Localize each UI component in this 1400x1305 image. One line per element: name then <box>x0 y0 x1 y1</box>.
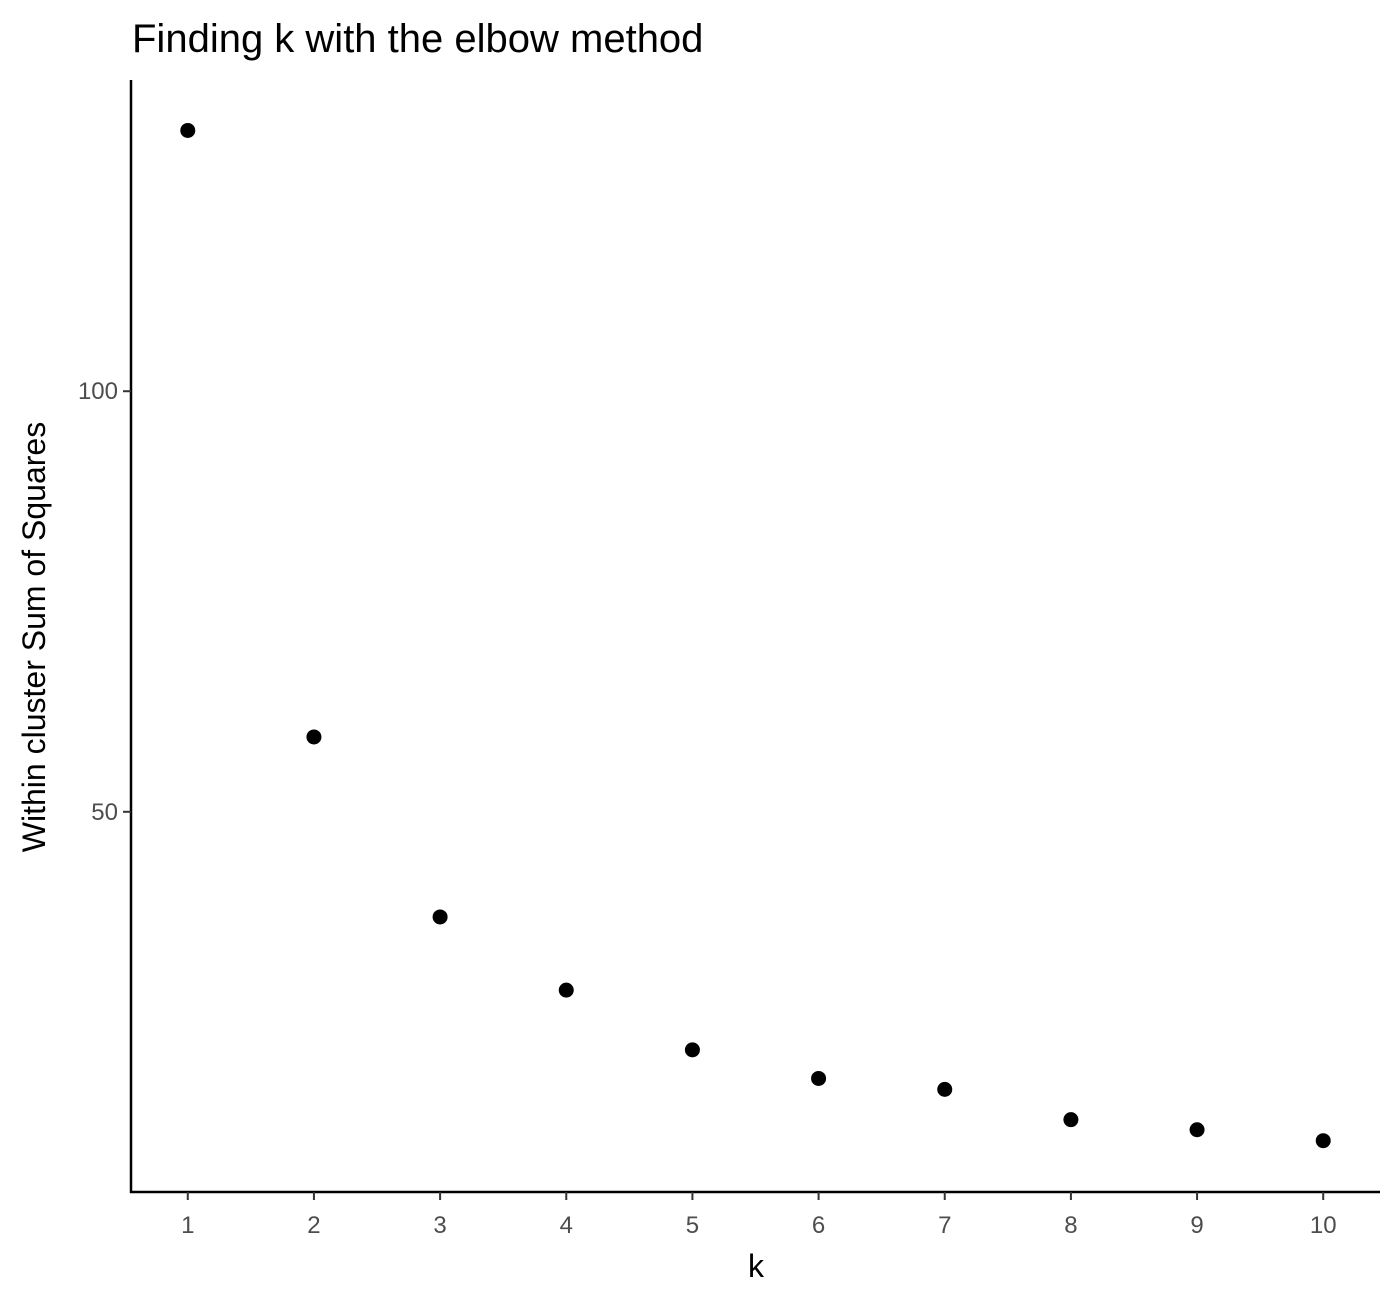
data-point <box>1063 1112 1078 1127</box>
x-tick-label: 1 <box>181 1212 194 1239</box>
data-point <box>1190 1122 1205 1137</box>
x-tick-label: 7 <box>938 1212 951 1239</box>
data-point <box>306 729 321 744</box>
data-point <box>559 983 574 998</box>
x-tick-label: 6 <box>812 1212 825 1239</box>
x-tick-label: 9 <box>1190 1212 1203 1239</box>
y-tick-label: 50 <box>91 799 118 826</box>
plot-area: 50 100 1 2 3 4 5 6 7 8 9 10 <box>78 80 1380 1239</box>
data-point <box>811 1071 826 1086</box>
x-tick-label: 8 <box>1064 1212 1077 1239</box>
x-tick-label: 2 <box>307 1212 320 1239</box>
x-axis-title: k <box>748 1248 765 1284</box>
x-tick-label: 5 <box>686 1212 699 1239</box>
x-tick-label: 10 <box>1310 1212 1337 1239</box>
y-tick-label: 100 <box>78 378 118 405</box>
data-point <box>1316 1133 1331 1148</box>
data-point <box>937 1082 952 1097</box>
data-point <box>180 123 195 138</box>
data-point <box>433 909 448 924</box>
data-point <box>685 1042 700 1057</box>
x-tick-label: 4 <box>560 1212 573 1239</box>
y-axis-title: Within cluster Sum of Squares <box>16 422 52 852</box>
x-tick-label: 3 <box>433 1212 446 1239</box>
chart-title: Finding k with the elbow method <box>132 17 703 61</box>
